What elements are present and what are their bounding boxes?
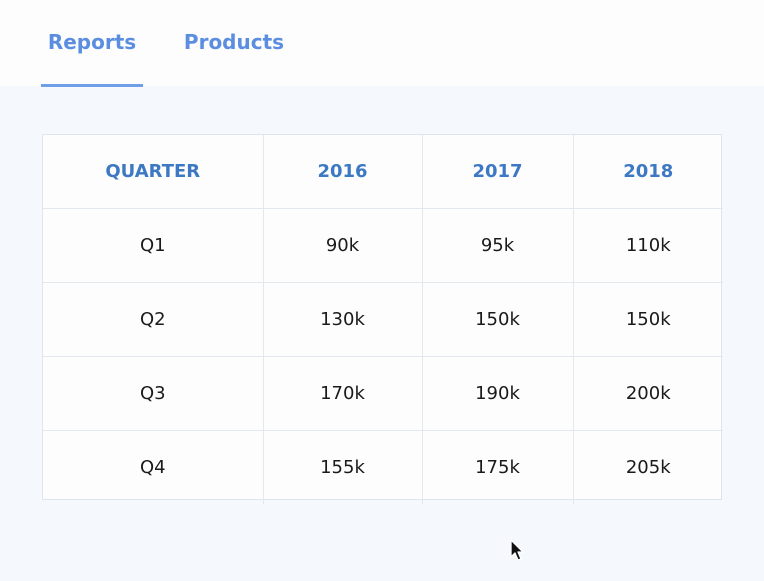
value-cell: 155k	[262, 430, 423, 504]
quarter-cell: Q2	[43, 282, 264, 357]
value-cell: 110k	[572, 208, 723, 283]
table-row: Q3 170k 190k 200k	[43, 356, 723, 431]
table-row: Q4 155k 175k 205k	[43, 430, 723, 504]
value-cell: 205k	[572, 430, 723, 504]
revenue-table-container: QUARTER 2016 2017 2018 Q1 90k 95k 110k Q…	[42, 134, 723, 504]
table-row: Q2 130k 150k 150k	[43, 282, 723, 357]
active-tab-indicator	[41, 84, 143, 87]
value-cell: 200k	[572, 356, 723, 431]
mouse-pointer-icon	[510, 539, 524, 561]
tab-reports-label: Reports	[47, 30, 137, 54]
column-header-2016: 2016	[262, 135, 423, 209]
tab-products-label: Products	[183, 30, 285, 54]
tab-bar: Reports Products	[0, 0, 764, 87]
quarter-cell: Q1	[43, 208, 264, 283]
tab-products[interactable]: Products	[180, 0, 288, 86]
column-header-2018: 2018	[572, 135, 723, 209]
tab-reports[interactable]: Reports	[41, 0, 143, 86]
quarter-cell: Q3	[43, 356, 264, 431]
revenue-table: QUARTER 2016 2017 2018 Q1 90k 95k 110k Q…	[43, 135, 723, 504]
value-cell: 190k	[421, 356, 574, 431]
value-cell: 90k	[262, 208, 423, 283]
value-cell: 150k	[572, 282, 723, 357]
value-cell: 150k	[421, 282, 574, 357]
value-cell: 175k	[421, 430, 574, 504]
column-header-quarter: QUARTER	[43, 135, 264, 209]
column-header-2017: 2017	[421, 135, 574, 209]
table-row: Q1 90k 95k 110k	[43, 208, 723, 283]
table-header-row: QUARTER 2016 2017 2018	[43, 135, 723, 209]
quarter-cell: Q4	[43, 430, 264, 504]
value-cell: 95k	[421, 208, 574, 283]
value-cell: 130k	[262, 282, 423, 357]
value-cell: 170k	[262, 356, 423, 431]
